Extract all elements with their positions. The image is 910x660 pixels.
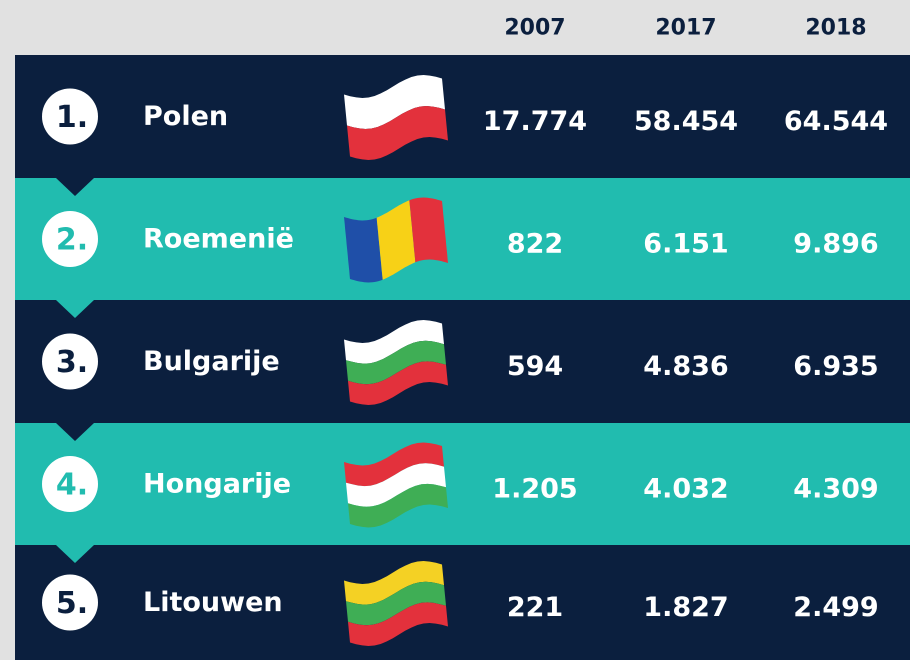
table-row: 2. Roemenië 822 6.151 9.896 xyxy=(15,178,910,300)
count-value: 4.836 xyxy=(643,351,728,382)
flag-stripe xyxy=(344,320,444,364)
flag-stripe xyxy=(344,561,444,605)
row-background xyxy=(15,55,910,178)
table-row: 5. Litouwen 221 1.827 2.499 xyxy=(15,545,910,660)
row-background xyxy=(15,178,910,300)
country-name: Bulgarije xyxy=(143,346,280,377)
flag-stripe xyxy=(409,197,448,263)
count-value: 6.935 xyxy=(793,351,878,382)
flag-stripe xyxy=(346,581,446,626)
count-value: 221 xyxy=(507,592,563,623)
flag-stripe xyxy=(348,361,448,405)
flag-stripe xyxy=(346,463,446,507)
table-row: 4. Hongarije 1.205 4.032 4.309 xyxy=(15,423,910,545)
rank-number: 3. xyxy=(56,345,88,380)
flag-stripe xyxy=(376,200,416,280)
flag xyxy=(344,197,448,283)
count-value: 4.309 xyxy=(793,474,878,505)
country-name: Roemenië xyxy=(143,224,294,255)
row-pointer xyxy=(56,178,94,196)
count-value: 64.544 xyxy=(784,106,888,137)
count-value: 1.827 xyxy=(643,592,728,623)
rank-number: 2. xyxy=(56,223,88,258)
table-row: 1. Polen 17.774 58.454 64.544 xyxy=(15,55,910,178)
flag xyxy=(344,561,448,646)
country-name: Litouwen xyxy=(143,587,283,618)
year-header: 2017 xyxy=(655,16,716,41)
flag-stripe xyxy=(346,340,446,385)
rank-badge xyxy=(42,211,98,267)
rank-badge xyxy=(42,88,98,145)
flag-stripe xyxy=(344,217,383,283)
country-name: Hongarije xyxy=(143,469,291,500)
flag-stripe xyxy=(348,483,448,528)
row-background xyxy=(15,423,910,545)
count-value: 1.205 xyxy=(492,474,577,505)
count-value: 17.774 xyxy=(483,106,587,137)
count-value: 2.499 xyxy=(793,592,878,623)
flag-stripe xyxy=(347,106,448,160)
count-value: 4.032 xyxy=(643,474,728,505)
row-background xyxy=(15,300,910,423)
flag-stripe xyxy=(344,442,444,487)
rank-number: 5. xyxy=(56,586,88,621)
rank-number: 4. xyxy=(56,468,88,503)
year-header: 2007 xyxy=(504,16,565,41)
count-value: 6.151 xyxy=(643,229,728,260)
row-pointer xyxy=(56,545,94,563)
rank-badge xyxy=(42,333,98,390)
rank-number: 1. xyxy=(56,100,88,135)
country-name: Polen xyxy=(143,101,228,132)
count-value: 9.896 xyxy=(793,229,878,260)
year-header: 2018 xyxy=(805,16,866,41)
flag-stripe xyxy=(344,75,445,129)
count-value: 594 xyxy=(507,351,563,382)
row-background xyxy=(15,545,910,660)
flag xyxy=(344,442,448,528)
table-row: 3. Bulgarije 594 4.836 6.935 xyxy=(15,300,910,423)
flag xyxy=(344,75,448,160)
rank-badge xyxy=(42,456,98,512)
rank-badge xyxy=(42,574,98,631)
row-pointer xyxy=(56,300,94,318)
flag xyxy=(344,320,448,405)
flag-stripe xyxy=(348,602,448,646)
row-pointer xyxy=(56,423,94,441)
count-value: 822 xyxy=(507,229,563,260)
count-value: 58.454 xyxy=(634,106,738,137)
